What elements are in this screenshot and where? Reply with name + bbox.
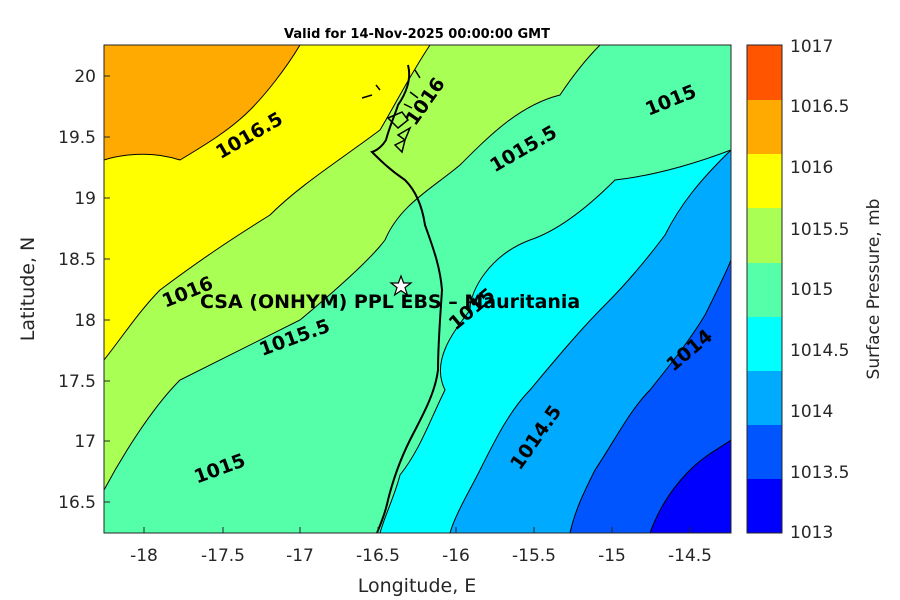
colorbar-tick-label: 1017	[790, 37, 833, 57]
coastline	[370, 64, 444, 533]
x-tick-label: -16.5	[356, 546, 400, 566]
colorbar-swatch	[747, 208, 782, 263]
colorbar-label: Surface Pressure, mb	[864, 199, 884, 380]
colorbar-tick-label: 1013	[790, 523, 833, 543]
x-tick-label: -16	[442, 546, 470, 566]
colorbar-swatch	[747, 425, 782, 479]
x-tick-label: -15.5	[512, 546, 556, 566]
colorbar-frame	[746, 44, 783, 534]
colorbar: 1017 1016.5 1016 1015.5 1015 1014.5 1014…	[746, 37, 884, 543]
map-title: Valid for 14-Nov-2025 00:00:00 GMT	[284, 27, 550, 42]
colorbar-swatch	[747, 154, 782, 208]
colorbar-tick-label: 1014	[790, 402, 833, 422]
y-tick-label: 18	[74, 311, 96, 331]
colorbar-swatch	[747, 479, 782, 533]
island-chain	[361, 69, 421, 154]
colorbar-tick-label: 1015	[790, 280, 833, 300]
band-1013	[649, 439, 731, 533]
x-tick-label: -18	[130, 546, 158, 566]
map-frame	[103, 44, 732, 534]
colorbar-swatch	[747, 371, 782, 425]
y-tick-label: 18.5	[58, 250, 96, 270]
colorbar-swatch	[747, 317, 782, 371]
y-tick-label: 16.5	[58, 493, 96, 513]
colorbar-tick-label: 1016.5	[790, 97, 849, 117]
y-axis-label: Latitude, N	[17, 237, 39, 342]
y-tick-label: 19.5	[58, 128, 96, 148]
x-axis: -18 -17.5 -17 -16.5 -16 -15.5 -15 -14.5 …	[130, 527, 712, 597]
band-1013-5	[569, 259, 731, 533]
y-axis: 20 19.5 19 18.5 18 17.5 17 16.5 Latitude…	[17, 67, 110, 513]
y-tick-label: 19	[74, 189, 96, 209]
colorbar-tick-label: 1016	[790, 158, 833, 178]
band-1016-5	[104, 45, 301, 161]
y-tick-label: 17.5	[58, 372, 96, 392]
y-tick-label: 17	[74, 432, 96, 452]
y-tick-label: 20	[74, 67, 96, 87]
x-tick-label: -17.5	[201, 546, 245, 566]
x-tick-label: -15	[598, 546, 626, 566]
x-tick-label: -17	[286, 546, 314, 566]
colorbar-tick-label: 1014.5	[790, 341, 849, 361]
x-tick-label: -14.5	[668, 546, 712, 566]
colorbar-swatch	[747, 45, 782, 100]
station-label: CSA (ONHYM) PPL EBS – Mauritania	[200, 291, 580, 313]
colorbar-tick-label: 1013.5	[790, 463, 849, 483]
colorbar-swatch	[747, 263, 782, 317]
station-star-icon	[389, 274, 413, 297]
x-axis-label: Longitude, E	[358, 575, 477, 597]
colorbar-tick-label: 1015.5	[790, 220, 849, 240]
pressure-field: 1016.5 1016 1015.5 1015 1016 1015.5 1015…	[104, 45, 731, 533]
colorbar-swatch	[747, 100, 782, 154]
